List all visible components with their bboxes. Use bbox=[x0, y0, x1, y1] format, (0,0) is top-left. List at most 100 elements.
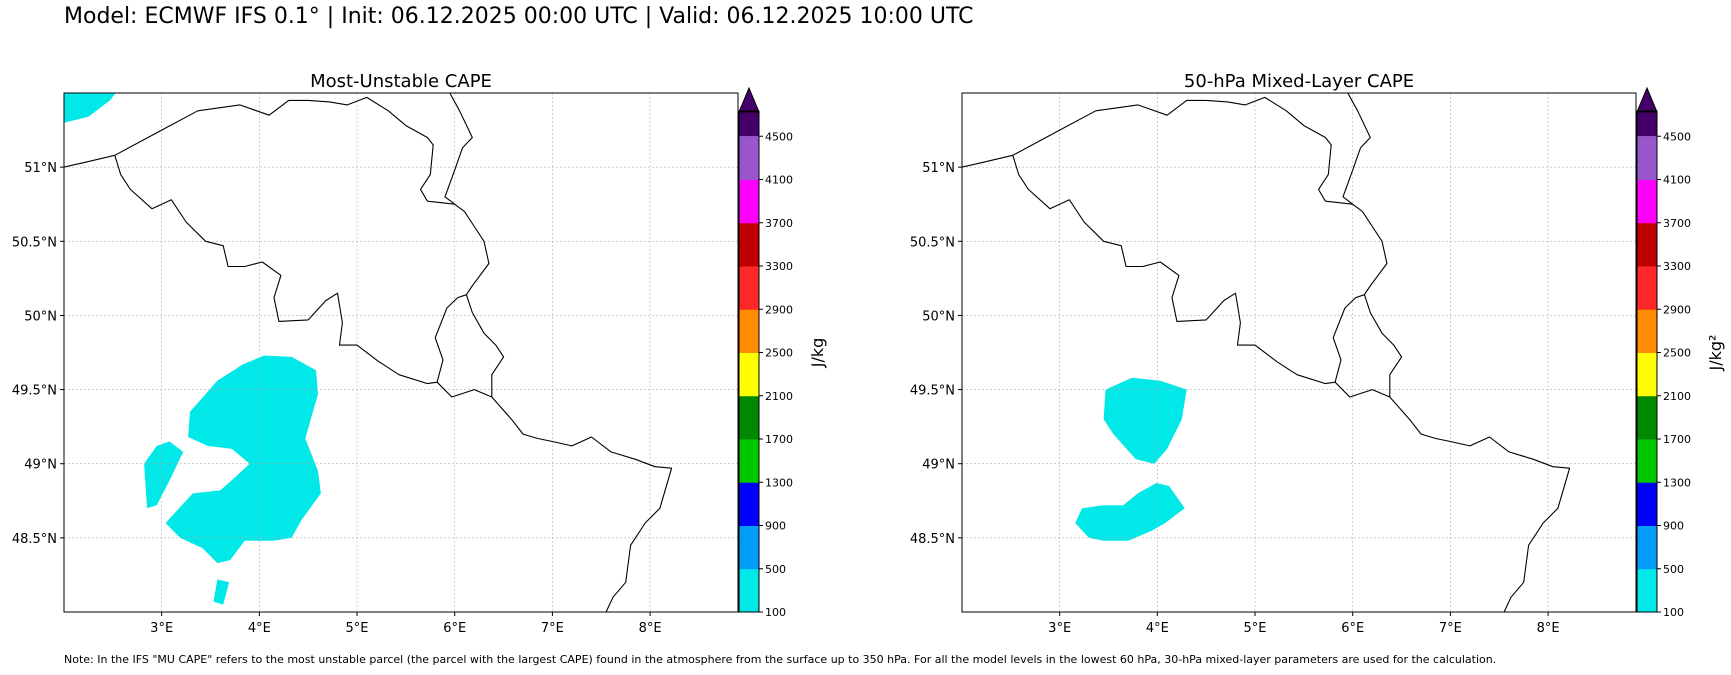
panel-title: 50-hPa Mixed-Layer CAPE bbox=[1184, 71, 1414, 92]
colorbar-segment bbox=[739, 222, 759, 267]
x-tick-label: 5°E bbox=[1244, 621, 1267, 636]
colorbar-tick-label: 2100 bbox=[765, 390, 793, 403]
colorbar-tick-label: 900 bbox=[765, 520, 786, 533]
map-area bbox=[64, 93, 738, 612]
cape-region bbox=[144, 441, 184, 509]
colorbar-tick-label: 1700 bbox=[765, 433, 793, 446]
x-tick-label: 5°E bbox=[346, 621, 369, 636]
colorbar-tick-label: 900 bbox=[1663, 520, 1684, 533]
y-tick-label: 50°N bbox=[922, 309, 955, 324]
colorbar-tick-label: 100 bbox=[1663, 606, 1684, 619]
x-tick-label: 6°E bbox=[443, 621, 466, 636]
colorbar-segment bbox=[739, 179, 759, 224]
border-netherlands-germany bbox=[1342, 93, 1371, 205]
footnote: Note: In the IFS "MU CAPE" refers to the… bbox=[64, 653, 1497, 666]
map-area bbox=[962, 93, 1636, 612]
x-tick-label: 8°E bbox=[639, 621, 662, 636]
colorbar-segment bbox=[739, 352, 759, 397]
colorbar-tick-label: 4100 bbox=[765, 174, 793, 187]
colorbar-segment bbox=[739, 525, 759, 570]
x-tick-label: 4°E bbox=[248, 621, 271, 636]
colorbar-extend-arrow bbox=[1636, 86, 1658, 113]
y-tick-label: 49.5°N bbox=[12, 384, 57, 399]
colorbar-segment bbox=[1637, 266, 1657, 310]
y-tick-label: 49°N bbox=[24, 458, 57, 473]
colorbar-tick-label: 500 bbox=[1663, 563, 1684, 576]
colorbar-tick-label: 3700 bbox=[765, 217, 793, 230]
colorbar-segment bbox=[1637, 352, 1657, 397]
border-belgium-luxembourg bbox=[434, 294, 467, 383]
x-tick-label: 3°E bbox=[150, 621, 173, 636]
border-luxembourg-germany bbox=[465, 294, 505, 397]
colorbar-tick-label: 3300 bbox=[765, 260, 793, 273]
border-france-belgium-luxembourg-germany bbox=[64, 154, 673, 612]
colorbar-tick-label: 3700 bbox=[1663, 217, 1691, 230]
panel-title: Most-Unstable CAPE bbox=[310, 71, 492, 92]
colorbar-extend-arrow bbox=[738, 86, 760, 113]
colorbar-tick-label: 4500 bbox=[1663, 130, 1691, 143]
colorbar-extend-block bbox=[739, 111, 759, 137]
y-tick-label: 50.5°N bbox=[12, 235, 57, 250]
colorbar-tick-label: 500 bbox=[765, 563, 786, 576]
colorbar-segment bbox=[739, 568, 759, 613]
colorbar-segment bbox=[739, 136, 759, 180]
x-tick-label: 7°E bbox=[1439, 621, 1462, 636]
map-frame bbox=[63, 92, 739, 613]
colorbar-frame bbox=[738, 110, 760, 613]
colorbar-tick-label: 2100 bbox=[1663, 390, 1691, 403]
colorbar-tick-label: 3300 bbox=[1663, 260, 1691, 273]
x-tick-label: 8°E bbox=[1537, 621, 1560, 636]
colorbar-tick-label: 2900 bbox=[1663, 303, 1691, 316]
colorbar-frame bbox=[1636, 110, 1658, 613]
border-luxembourg-germany bbox=[1363, 294, 1403, 397]
colorbar-extend-block bbox=[1637, 111, 1657, 137]
cape-region bbox=[213, 579, 230, 605]
y-tick-label: 49°N bbox=[922, 458, 955, 473]
colorbar-segment bbox=[1637, 395, 1657, 440]
colorbar-segment bbox=[1637, 136, 1657, 180]
colorbar-tick-label: 2500 bbox=[1663, 347, 1691, 360]
cape-region bbox=[1103, 377, 1187, 464]
border-belgium-netherlands bbox=[114, 96, 434, 202]
panel-mixed-layer-cape: 50-hPa Mixed-Layer CAPE 3°E 4°E 5°E 6°E 7°E 8°… bbox=[910, 71, 1725, 636]
y-tick-label: 48.5°N bbox=[12, 532, 57, 547]
y-tick-label: 50.5°N bbox=[910, 235, 955, 250]
border-france-belgium-luxembourg-germany bbox=[962, 154, 1571, 612]
colorbar-segment bbox=[1637, 439, 1657, 483]
colorbar-segment bbox=[739, 482, 759, 526]
colorbar-label: J/kg² bbox=[1706, 335, 1725, 372]
colorbar-tick-label: 2900 bbox=[765, 303, 793, 316]
colorbar-segment bbox=[1637, 525, 1657, 570]
colorbar-label: J/kg bbox=[808, 338, 827, 369]
y-tick-label: 48.5°N bbox=[910, 532, 955, 547]
colorbar-segment bbox=[739, 309, 759, 353]
border-netherlands-germany bbox=[444, 93, 473, 205]
colorbar-tick-label: 100 bbox=[765, 606, 786, 619]
border-belgium-germany bbox=[1325, 200, 1388, 296]
colorbar-tick-label: 4100 bbox=[1663, 174, 1691, 187]
cape-region bbox=[1075, 483, 1185, 541]
colorbar-segment bbox=[1637, 222, 1657, 267]
colorbar-tick-label: 1700 bbox=[1663, 433, 1691, 446]
colorbar-segment bbox=[739, 266, 759, 310]
colorbar-tick-label: 4500 bbox=[765, 130, 793, 143]
y-tick-label: 51°N bbox=[922, 161, 955, 176]
panel-most-unstable-cape: Most-Unstable CAPE 3°E 4°E 5°E 6°E 7°E 8°E 51°N… bbox=[12, 71, 827, 636]
map-frame bbox=[961, 92, 1637, 613]
y-tick-label: 50°N bbox=[24, 309, 57, 324]
colorbar-tick-label: 1300 bbox=[765, 476, 793, 489]
border-belgium-germany bbox=[427, 200, 490, 296]
border-belgium-netherlands bbox=[1012, 96, 1332, 202]
figure-title: Model: ECMWF IFS 0.1° | Init: 06.12.2025… bbox=[64, 4, 974, 29]
y-tick-label: 51°N bbox=[24, 161, 57, 176]
colorbar-tick-label: 2500 bbox=[765, 347, 793, 360]
colorbar-segment bbox=[1637, 309, 1657, 353]
x-tick-label: 3°E bbox=[1048, 621, 1071, 636]
cape-region bbox=[165, 355, 321, 564]
y-tick-label: 49.5°N bbox=[910, 384, 955, 399]
x-tick-label: 6°E bbox=[1341, 621, 1364, 636]
colorbar-segment bbox=[1637, 568, 1657, 613]
cape-region bbox=[64, 93, 116, 123]
colorbar-segment bbox=[1637, 179, 1657, 224]
colorbar-tick-label: 1300 bbox=[1663, 476, 1691, 489]
